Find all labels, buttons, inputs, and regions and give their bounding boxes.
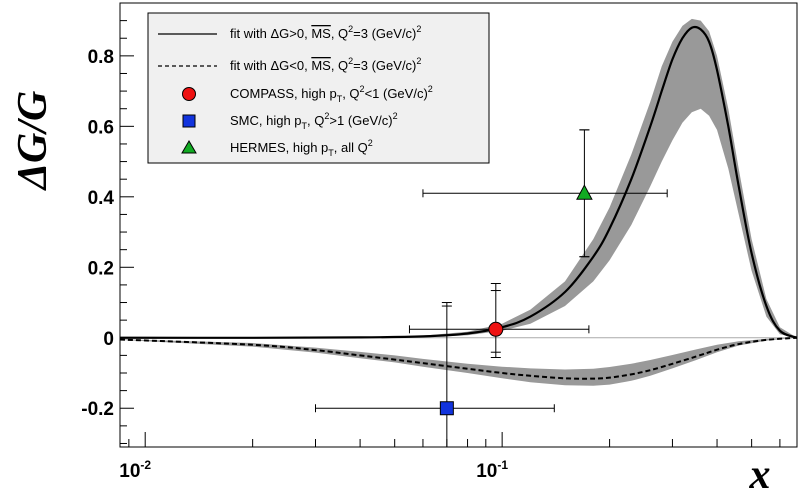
point-smc: [314, 302, 555, 447]
legend: fit with ΔG>0, MS, Q2=3 (GeV/c)2 fit wit…: [147, 12, 490, 164]
legend-box: [147, 12, 490, 164]
legend-smc-marker: [182, 114, 196, 128]
y-axis-title: ΔG/G: [10, 91, 56, 192]
y-tick-label: 0.2: [88, 258, 114, 279]
marker-circle: [488, 321, 504, 337]
y-tick-label: 0.6: [88, 117, 114, 138]
legend-fit-neg: fit with ΔG<0, MS, Q2=3 (GeV/c)2: [230, 56, 421, 73]
legend-compass: COMPASS, high pT, Q2<1 (GeV/c)2: [230, 84, 433, 104]
point-compass: [408, 282, 590, 358]
x-axis-title: x: [749, 452, 771, 498]
plot-frame: [119, 2, 798, 448]
marker-triangle: [576, 184, 593, 200]
x-tick-label: 10-2: [119, 458, 151, 482]
legend-smc: SMC, high pT, Q2>1 (GeV/c)2: [230, 111, 398, 131]
y-tick-label: -0.2: [81, 399, 114, 420]
point-hermes: [422, 129, 668, 258]
legend-hermes: HERMES, high pT, all Q2: [230, 138, 373, 158]
y-tick-label: 0: [103, 329, 114, 350]
y-tick-label: 0.8: [88, 47, 114, 68]
marker-square: [439, 401, 454, 416]
legend-compass-marker: [182, 87, 196, 101]
axes: -0.2 0 0.2 0.4 0.6 0.8 10-2 10-1: [81, 2, 798, 482]
data-points: [314, 129, 668, 447]
legend-fit-pos: fit with ΔG>0, MS, Q2=3 (GeV/c)2: [230, 24, 421, 41]
x-tick-label: 10-1: [476, 458, 508, 482]
uncertainty-bands: [120, 18, 797, 386]
y-tick-label: 0.4: [88, 188, 115, 209]
band-negative: [120, 337, 797, 386]
fit-lines: [119, 25, 798, 380]
legend-hermes-marker: [181, 140, 197, 154]
fit-positive-line: [119, 25, 798, 339]
